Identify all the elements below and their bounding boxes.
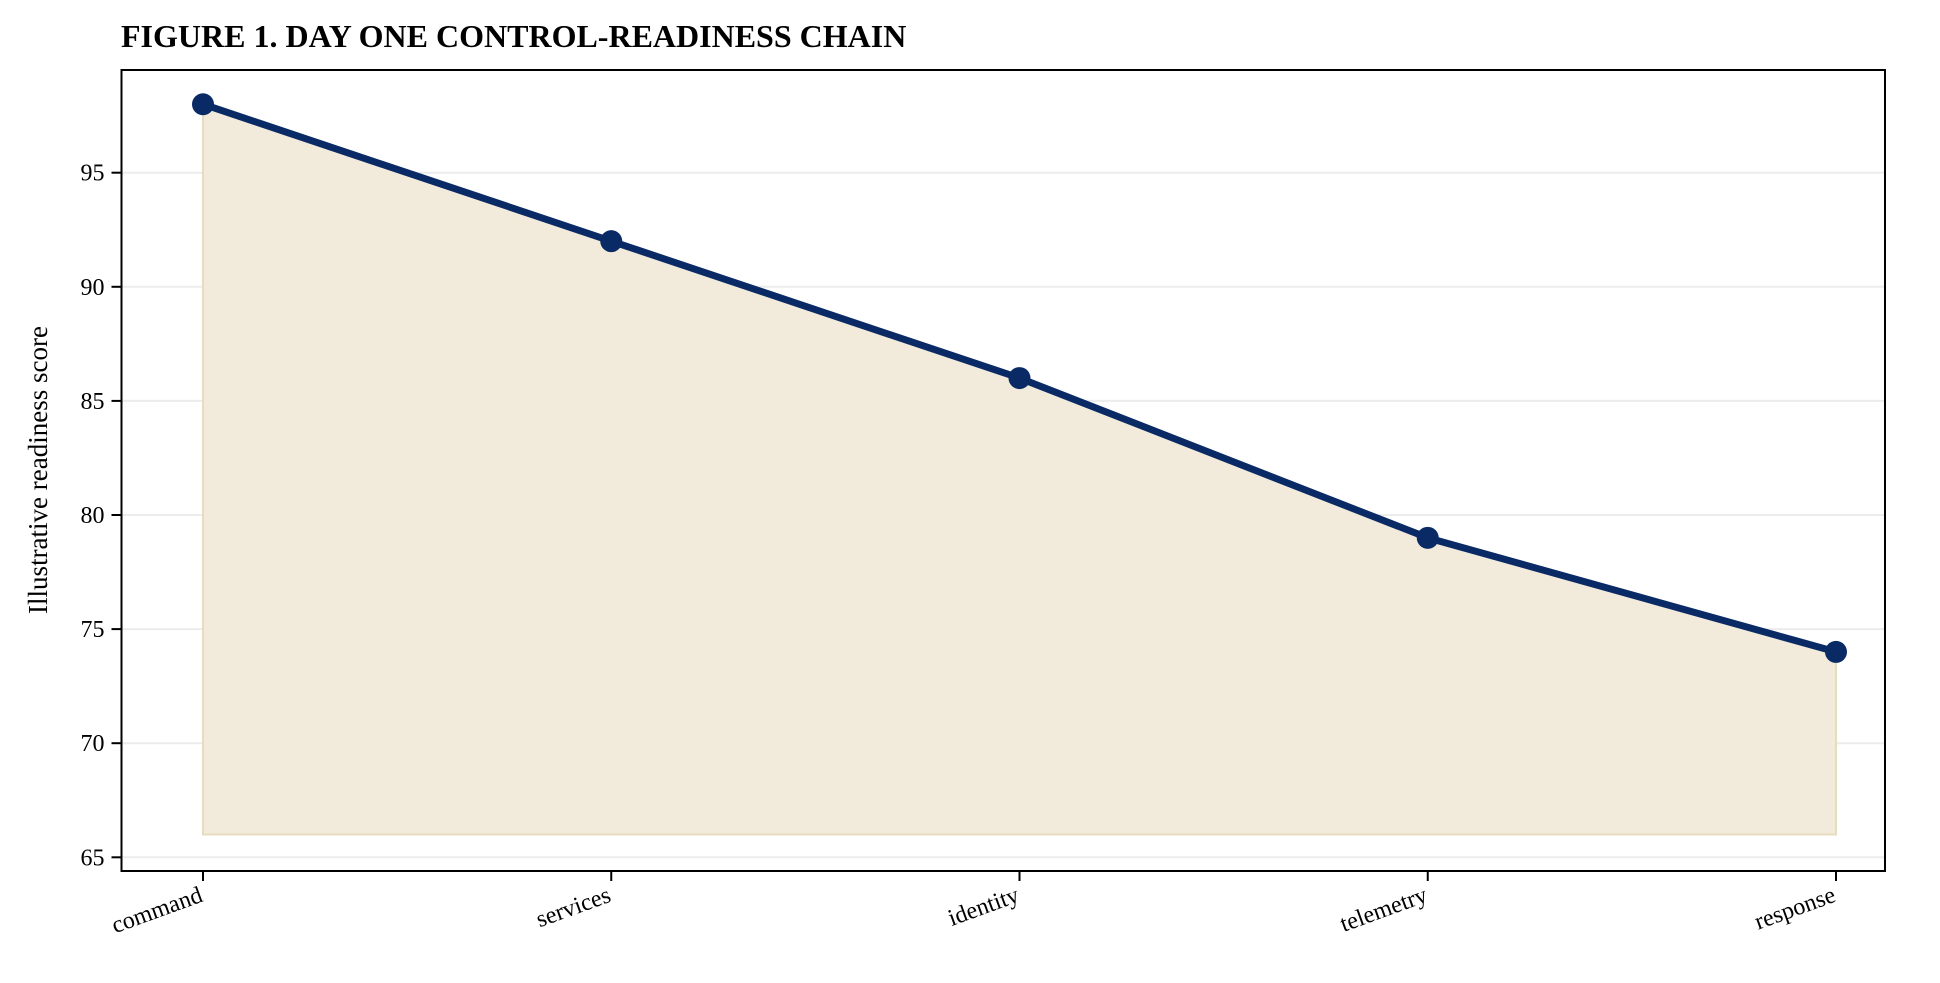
data-point-services [600,230,623,253]
data-points [192,93,1847,663]
data-point-identity [1008,367,1031,390]
data-point-command [192,93,214,116]
y-tick-label: 75 [81,617,105,643]
plot-frame [120,69,1886,872]
y-tick-label: 95 [81,161,105,187]
y-tick-label: 85 [81,389,105,415]
data-point-telemetry [1416,526,1439,549]
y-axis-ticks: 65 70 75 80 85 90 95 [81,161,122,871]
chart-title: FIGURE 1. DAY ONE CONTROL-READINESS CHAI… [121,18,906,54]
y-tick-label: 65 [81,845,105,871]
data-point-response [1825,640,1847,663]
y-tick-label: 70 [81,731,105,757]
y-tick-label: 90 [81,275,105,301]
y-axis-label: Illustrative readiness score [23,326,53,614]
y-tick-label: 80 [81,503,105,529]
